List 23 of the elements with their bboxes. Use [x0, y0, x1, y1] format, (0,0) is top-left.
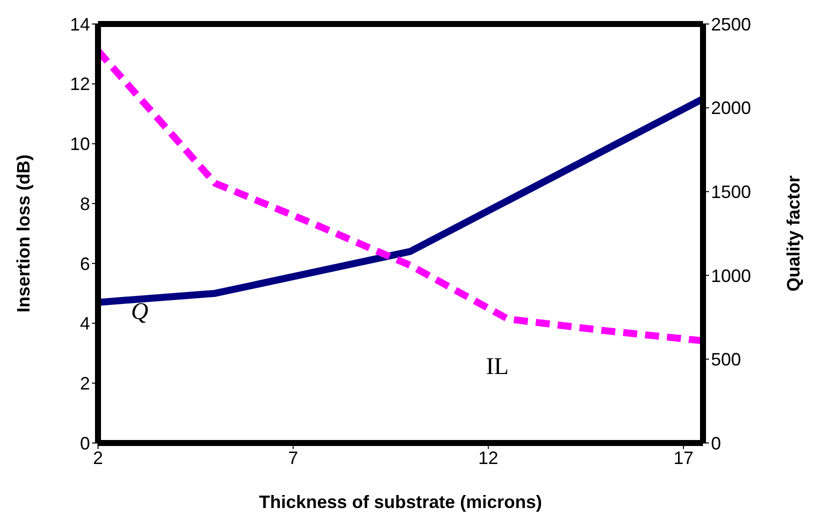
- y2-axis-title: Quality factor: [783, 175, 804, 292]
- x-tick-label: 2: [92, 448, 104, 468]
- x-axis-title: Thickness of substrate (microns): [258, 492, 542, 512]
- y2-tick-label: 1500: [711, 182, 752, 202]
- y-tick-label: 2: [80, 374, 90, 394]
- x-tick-label: 12: [478, 448, 498, 468]
- y2-tick-label: 500: [711, 350, 742, 370]
- y-axis-title: Insertion loss (dB): [13, 154, 34, 313]
- y-tick-label: 14: [70, 14, 90, 34]
- x-tick-label: 7: [288, 448, 298, 468]
- y-tick-label: 4: [80, 314, 90, 334]
- y-tick-label: 8: [80, 194, 90, 214]
- y-tick-label: 10: [70, 134, 90, 154]
- annotation: IL: [486, 353, 509, 381]
- y2-tick-label: 1000: [711, 266, 752, 286]
- y-tick-label: 6: [80, 254, 90, 274]
- y2-tick-label: 2000: [711, 98, 752, 118]
- x-tick-label: 17: [673, 448, 694, 468]
- y2-tick-label: 0: [711, 433, 722, 454]
- y2-tick-label: 2500: [711, 14, 752, 34]
- y-tick-label: 0: [80, 433, 90, 454]
- annotation: Q: [131, 298, 148, 326]
- y-tick-label: 12: [70, 74, 90, 94]
